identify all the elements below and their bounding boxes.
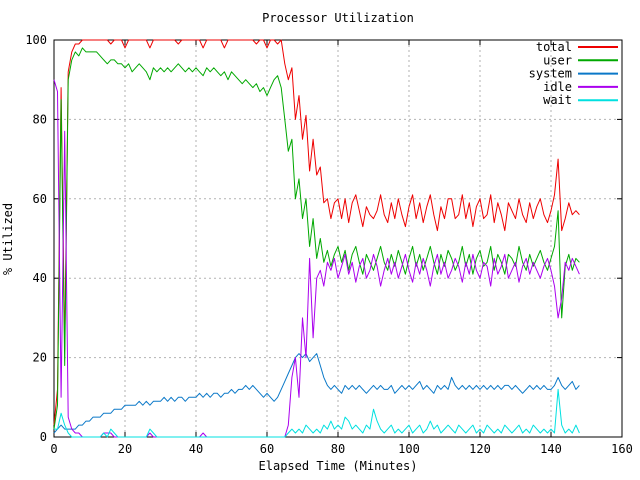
y-tick-label: 60 (33, 192, 47, 206)
x-tick-label: 80 (331, 442, 345, 456)
legend-label-user: user (543, 53, 572, 67)
x-tick-label: 120 (469, 442, 491, 456)
y-tick-label: 100 (25, 33, 47, 47)
y-tick-label: 40 (33, 271, 47, 285)
x-tick-label: 20 (118, 442, 132, 456)
legend-label-system: system (529, 67, 572, 81)
x-tick-label: 140 (540, 442, 562, 456)
series-line-system (53, 353, 580, 434)
x-axis-label: Elapsed Time (Minutes) (258, 459, 418, 473)
x-tick-label: 0 (50, 442, 57, 456)
legend-label-idle: idle (543, 80, 572, 94)
x-tick-label: 60 (260, 442, 274, 456)
chart-title: Processor Utilization (262, 11, 414, 25)
legend-label-total: total (536, 40, 572, 54)
y-tick-label: 80 (33, 112, 47, 126)
x-tick-label: 160 (611, 442, 633, 456)
series-line-wait (54, 388, 580, 438)
legend-label-wait: wait (543, 93, 572, 107)
plot-border (53, 39, 623, 438)
y-tick-label: 0 (40, 430, 47, 444)
y-tick-label: 20 (33, 351, 47, 365)
series-line-total (53, 39, 580, 426)
x-tick-label: 40 (189, 442, 203, 456)
series-line-user (53, 47, 580, 430)
x-tick-label: 100 (398, 442, 420, 456)
